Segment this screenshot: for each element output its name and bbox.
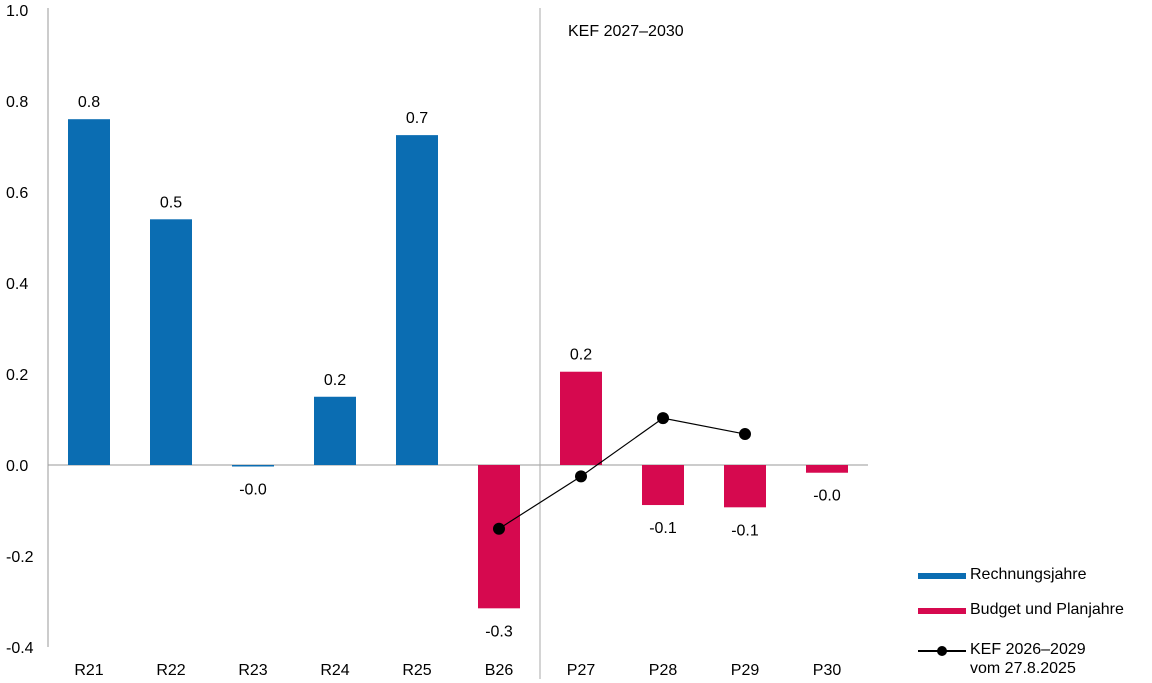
x-tick-label: P28 <box>649 662 678 679</box>
y-tick-label: 0.8 <box>6 94 28 111</box>
y-tick-label: -0.4 <box>6 640 34 657</box>
legend-label-rechnungsjahre: Rechnungsjahre <box>970 566 1087 583</box>
legend-label-kef-line1: KEF 2026–2029 <box>970 641 1086 658</box>
kef-line-series <box>493 412 751 535</box>
y-tick-label: 0.0 <box>6 458 28 475</box>
y-tick-label: 0.4 <box>6 276 28 293</box>
bar-p28 <box>642 465 684 506</box>
data-label-r23: -0.0 <box>239 481 267 498</box>
x-tick-label: P27 <box>567 662 596 679</box>
data-label-r21: 0.8 <box>78 94 100 111</box>
x-tick-label: R25 <box>402 662 431 679</box>
kef-point-p27 <box>575 470 587 483</box>
y-ticks: 1.0 0.8 0.6 0.4 0.2 0.0 -0.2 -0.4 <box>6 3 34 657</box>
x-tick-label: B26 <box>485 662 514 679</box>
bar-p30 <box>806 465 848 473</box>
bar-r22 <box>150 219 192 465</box>
x-tick-label: R23 <box>238 662 267 679</box>
y-tick-label: 0.6 <box>6 185 28 202</box>
data-label-p28: -0.1 <box>649 520 677 537</box>
kef-annotation: KEF 2027–2030 <box>568 23 684 40</box>
bar-p27 <box>560 371 602 465</box>
legend-swatch-budget-planjahre <box>918 608 966 614</box>
legend-dot-icon <box>937 646 947 656</box>
data-label-b26: -0.3 <box>485 623 513 640</box>
data-label-r25: 0.7 <box>406 110 428 127</box>
bar-r21 <box>68 119 110 465</box>
bar-p29 <box>724 465 766 508</box>
legend-label-budget-planjahre: Budget und Planjahre <box>970 601 1124 618</box>
bar-r24 <box>314 396 356 465</box>
bars <box>68 119 848 609</box>
data-label-r22: 0.5 <box>160 194 182 211</box>
data-label-p29: -0.1 <box>731 522 759 539</box>
bar-b26 <box>478 465 520 609</box>
x-tick-label: P30 <box>813 662 842 679</box>
x-ticks: R21 R22 R23 R24 R25 B26 P27 P28 P29 P30 <box>74 662 841 679</box>
x-tick-label: R21 <box>74 662 103 679</box>
y-tick-label: 1.0 <box>6 3 28 20</box>
bar-r25 <box>396 135 438 465</box>
y-tick-label: -0.2 <box>6 549 34 566</box>
kef-point-p28 <box>657 412 669 425</box>
kef-point-p29 <box>739 428 751 441</box>
kef-line <box>498 417 746 530</box>
legend-line-marker <box>918 646 966 656</box>
kef-point-b26 <box>493 522 505 535</box>
data-label-r24: 0.2 <box>324 372 346 389</box>
data-labels: 0.8 0.5 -0.0 0.2 0.7 -0.3 0.2 -0.1 -0.1 -0.0 <box>78 94 841 640</box>
legend-label-kef-line2: vom 27.8.2025 <box>970 660 1076 677</box>
legend-item-kef-line: KEF 2026–2029 vom 27.8.2025 <box>918 640 1086 678</box>
bar-r23 <box>232 465 274 467</box>
data-label-p27: 0.2 <box>570 347 592 364</box>
data-label-p30: -0.0 <box>813 488 841 505</box>
x-tick-label: R24 <box>320 662 349 679</box>
legend-item-budget-planjahre: Budget und Planjahre <box>918 600 1124 619</box>
x-tick-label: R22 <box>156 662 185 679</box>
legend-label-kef: KEF 2026–2029 vom 27.8.2025 <box>970 640 1086 678</box>
legend-swatch-rechnungsjahre <box>918 573 966 579</box>
x-tick-label: P29 <box>731 662 760 679</box>
y-tick-label: 0.2 <box>6 367 28 384</box>
legend-item-rechnungsjahre: Rechnungsjahre <box>918 565 1087 584</box>
